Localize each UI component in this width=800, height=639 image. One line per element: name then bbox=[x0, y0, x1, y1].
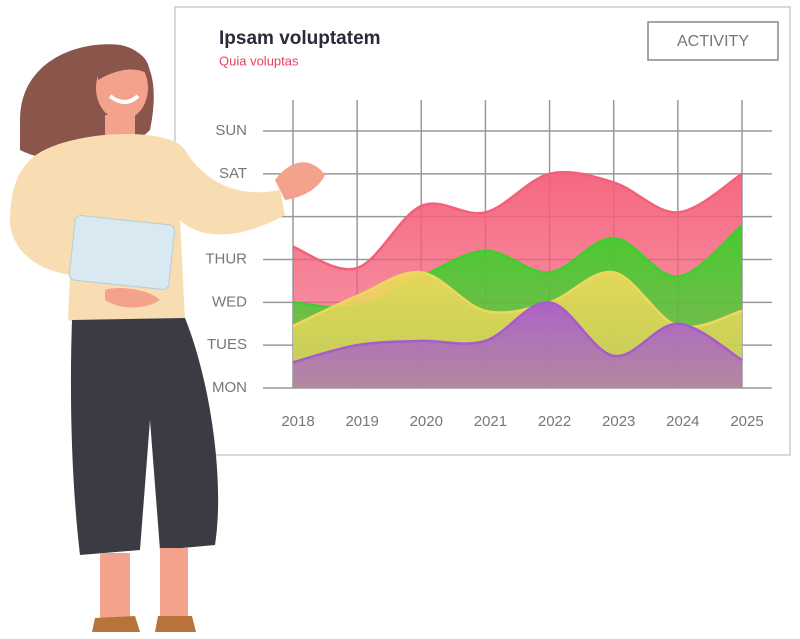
y-tick-label: MON bbox=[212, 379, 247, 396]
activity-button[interactable] bbox=[647, 21, 779, 61]
x-tick-label: 2025 bbox=[730, 413, 763, 430]
woman-figure bbox=[10, 44, 325, 632]
x-tick-label: 2019 bbox=[345, 413, 378, 430]
area bbox=[293, 302, 742, 388]
x-tick-label: 2020 bbox=[410, 413, 443, 430]
y-tick-label: TUES bbox=[207, 336, 247, 353]
y-tick-label: WED bbox=[212, 293, 247, 310]
area-line bbox=[292, 270, 743, 329]
area-line bbox=[292, 301, 743, 364]
x-tick-label: 2018 bbox=[281, 413, 314, 430]
x-tick-label: 2024 bbox=[666, 413, 699, 430]
activity-button-label[interactable]: ACTIVITY bbox=[677, 33, 749, 50]
y-tick-label: THUR bbox=[205, 250, 247, 267]
y-tick-label: SUN bbox=[215, 122, 247, 139]
area-line bbox=[292, 170, 743, 271]
x-tick-label: 2021 bbox=[474, 413, 507, 430]
x-tick-label: 2022 bbox=[538, 413, 571, 430]
plot-area: 2018 2019 2020 2021 2022 2023 2024 2025 MON TUES W… bbox=[205, 100, 772, 430]
chart-title: Ipsam voluptatem bbox=[219, 28, 381, 49]
chart-subtitle: Quia voluptas bbox=[219, 53, 299, 68]
x-tick-label: 2023 bbox=[602, 413, 635, 430]
y-tick-label: SAT bbox=[219, 165, 247, 182]
